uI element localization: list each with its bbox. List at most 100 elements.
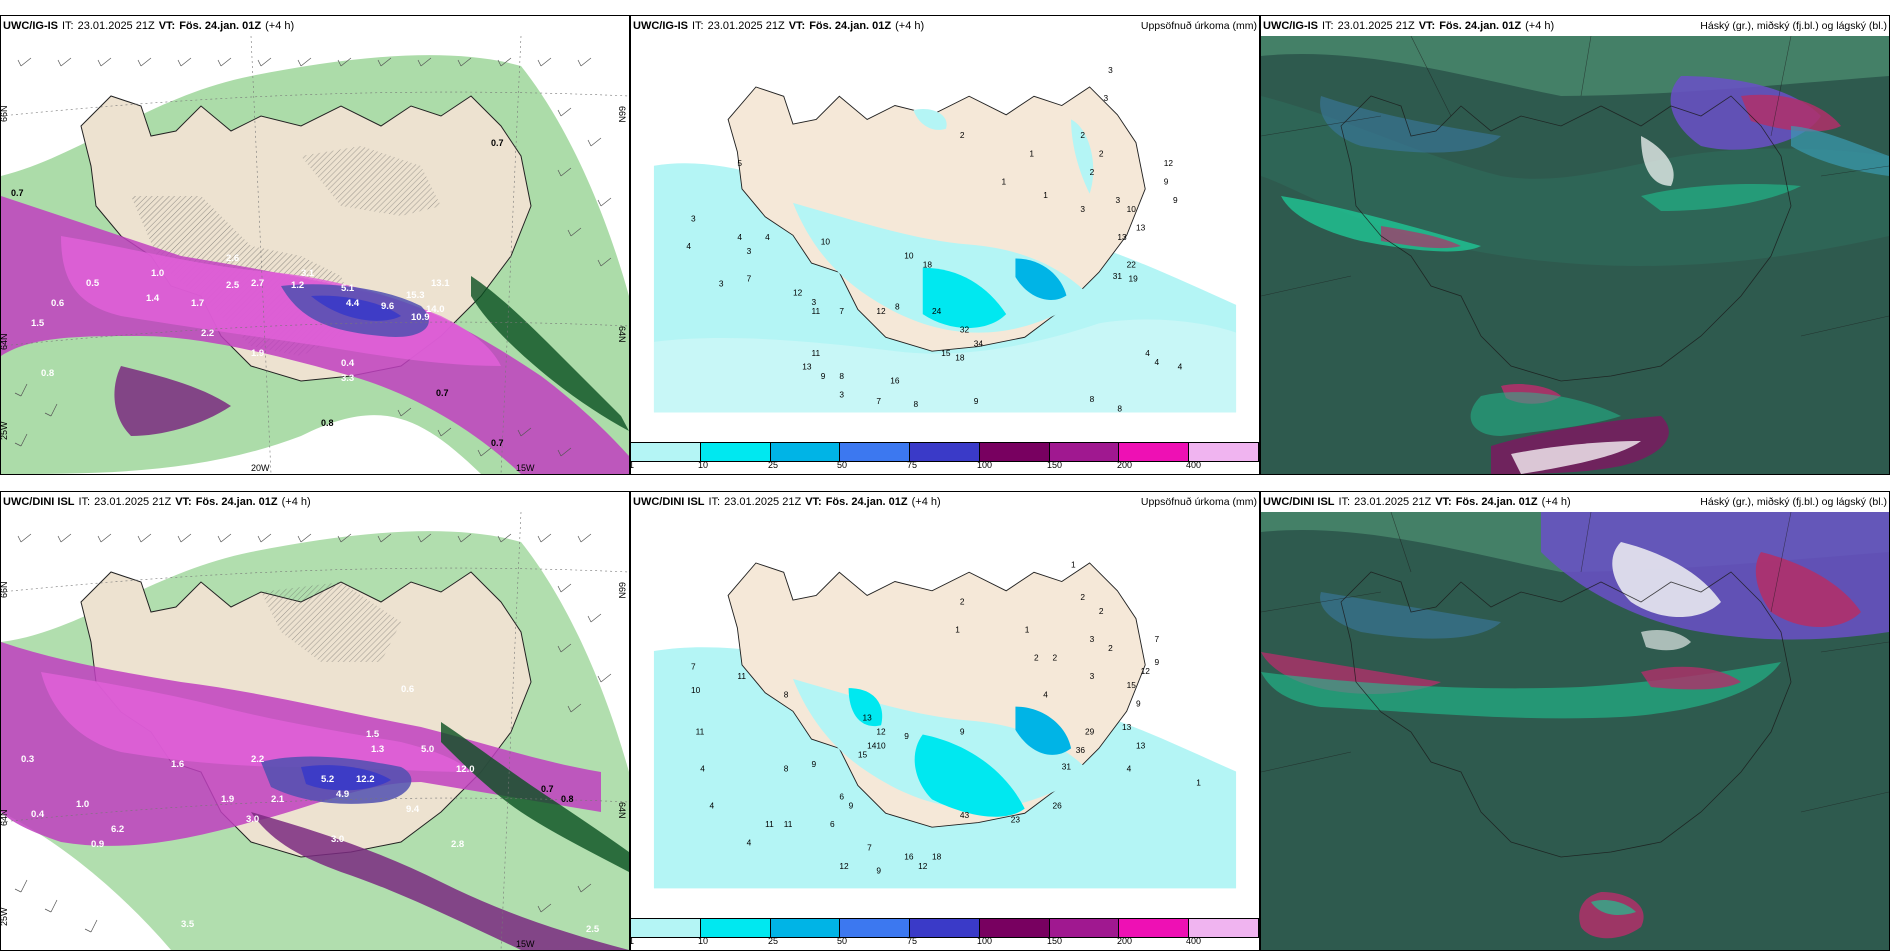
wind-value: 0.7 — [491, 438, 504, 448]
vt-label: VT: — [1418, 20, 1436, 32]
wind-value: 3.1 — [301, 268, 315, 279]
wind-value: 1.2 — [291, 280, 304, 291]
precip-value: 12 — [1141, 666, 1151, 676]
wind-value: 9.4 — [406, 804, 420, 815]
wind-value: 2.7 — [251, 278, 264, 289]
colorbar-cell — [1189, 919, 1259, 937]
precip-value: 1 — [1196, 777, 1201, 787]
precip-value: 4 — [1178, 362, 1183, 372]
precip-value: 1 — [1071, 560, 1076, 570]
precip-value: 3 — [1104, 93, 1109, 103]
precip-value: 9 — [876, 866, 881, 876]
lat-label: 64N — [1, 333, 9, 350]
precip-value: 15 — [858, 750, 868, 760]
model-name: UWC/IG-IS — [1263, 20, 1318, 32]
wind-value: 1.7 — [191, 298, 204, 309]
wind-value: 10.9 — [411, 312, 430, 323]
precip-value: 8 — [1117, 403, 1122, 413]
colorbar-cell — [631, 443, 701, 461]
colorbar-cell — [631, 919, 701, 937]
wind-precip-map: 9.6 15.3 14.0 10.9 13.1 5.1 4.4 3.1 1.2 … — [1, 36, 629, 474]
precip-value: 19 — [1129, 274, 1139, 284]
wind-value: 0.7 — [541, 784, 554, 794]
model-name: UWC/DINI ISL — [633, 496, 705, 508]
lat-label: 66N — [1, 581, 9, 598]
vt-label: VT: — [788, 20, 806, 32]
iceland-outline — [1340, 95, 1792, 382]
precip-value: 29 — [1085, 726, 1095, 736]
precip-value: 9 — [821, 371, 826, 381]
wind-value: 1.6 — [171, 759, 184, 770]
model-name: UWC/IG-IS — [633, 20, 688, 32]
precip-value: 26 — [1053, 801, 1063, 811]
precip-value: 18 — [923, 260, 933, 270]
wind-value: 2.5 — [586, 924, 600, 935]
wind-value: 0.5 — [86, 278, 100, 289]
model-name: UWC/DINI ISL — [3, 496, 75, 508]
precip-value: 8 — [784, 764, 789, 774]
it-value: 23.01.2025 21Z — [94, 496, 172, 508]
precip-value: 4 — [1043, 689, 1048, 699]
lat-label: 66N — [617, 106, 627, 123]
panel-header: UWC/IG-IS IT: 23.01.2025 21Z VT: Fös. 24… — [1, 16, 629, 36]
precip-value: 8 — [784, 689, 789, 699]
precip-value: 10 — [821, 237, 831, 247]
precip-value: 7 — [1154, 634, 1159, 644]
precip-value: 2 — [1099, 606, 1104, 616]
precip-value: 13 — [1122, 722, 1132, 732]
colorbar-cell — [910, 443, 980, 461]
precip-value: 32 — [960, 325, 970, 335]
precip-value: 3 — [812, 297, 817, 307]
precip-value: 3 — [1090, 634, 1095, 644]
colorbar-tick: 50 — [837, 460, 848, 470]
precip-value: 9 — [1136, 699, 1141, 709]
precip-value: 11 — [765, 819, 774, 829]
precip-value: 9 — [849, 801, 854, 811]
colorbar-tick: 200 — [1117, 936, 1133, 946]
model-name: UWC/IG-IS — [3, 20, 58, 32]
precip-value: 31 — [1062, 762, 1072, 772]
accum-precip-map: 1 2 2 1 2 1 2 3 2 7 2 4 3 9 12 15 9 13 2… — [653, 512, 1237, 889]
precip-value: 1 — [1002, 176, 1007, 186]
it-label: IT: — [708, 496, 721, 508]
wind-value: 0.7 — [436, 388, 449, 398]
lat-label: 64N — [617, 326, 627, 343]
precip-value: 3 — [1108, 65, 1113, 75]
colorbar-cells — [631, 918, 1259, 938]
precip-value: 9 — [1164, 176, 1169, 186]
cloud-map — [1261, 512, 1889, 950]
wind-value: 0.6 — [51, 298, 64, 309]
wind-value: 1.0 — [76, 799, 89, 810]
wind-value: 4.4 — [346, 298, 360, 309]
precip-value: 9 — [1154, 657, 1159, 667]
it-value: 23.01.2025 21Z — [724, 496, 802, 508]
wind-value: 4.9 — [336, 789, 349, 800]
wind-barbs — [14, 57, 612, 457]
precip-value: 2 — [960, 597, 965, 607]
it-label: IT: — [1338, 496, 1351, 508]
precip-value: 1 — [1025, 625, 1030, 635]
lead-time: (+4 h) — [1525, 20, 1555, 32]
top-accum-precip-panel: UWC/IG-IS IT: 23.01.2025 21Z VT: Fös. 24… — [630, 15, 1260, 475]
it-value: 23.01.2025 21Z — [77, 20, 155, 32]
precip-value: 16 — [890, 376, 900, 386]
wind-value: 0.3 — [21, 754, 34, 765]
lead-time: (+4 h) — [1541, 496, 1571, 508]
panel-title: Uppsöfnuð úrkoma (mm) — [1140, 20, 1257, 32]
precip-value: 2 — [1090, 167, 1095, 177]
wind-value: 14.0 — [426, 304, 445, 315]
precip-value: 3 — [1090, 671, 1095, 681]
precip-value: 12 — [839, 861, 849, 871]
accum-precip-map: 3 3 2 1 2 1 2 2 1 3 3 13 10 13 18 12 22 … — [653, 36, 1237, 413]
colorbar-tick: 150 — [1047, 936, 1063, 946]
precip-value: 11 — [812, 348, 821, 358]
wind-value: 3.3 — [341, 373, 354, 384]
it-label: IT: — [78, 496, 91, 508]
colorbar-cell — [1119, 443, 1190, 461]
precip-value: 9 — [812, 759, 817, 769]
precip-value: 4 — [686, 241, 691, 251]
colorbar-cell — [840, 919, 911, 937]
precip-value: 12 — [876, 726, 886, 736]
vt-label: VT: — [158, 20, 176, 32]
precip-value: 7 — [876, 396, 881, 406]
